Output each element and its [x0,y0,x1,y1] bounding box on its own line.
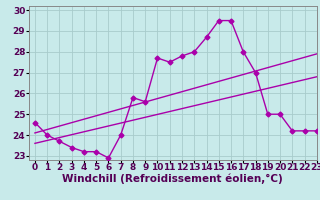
X-axis label: Windchill (Refroidissement éolien,°C): Windchill (Refroidissement éolien,°C) [62,174,283,184]
